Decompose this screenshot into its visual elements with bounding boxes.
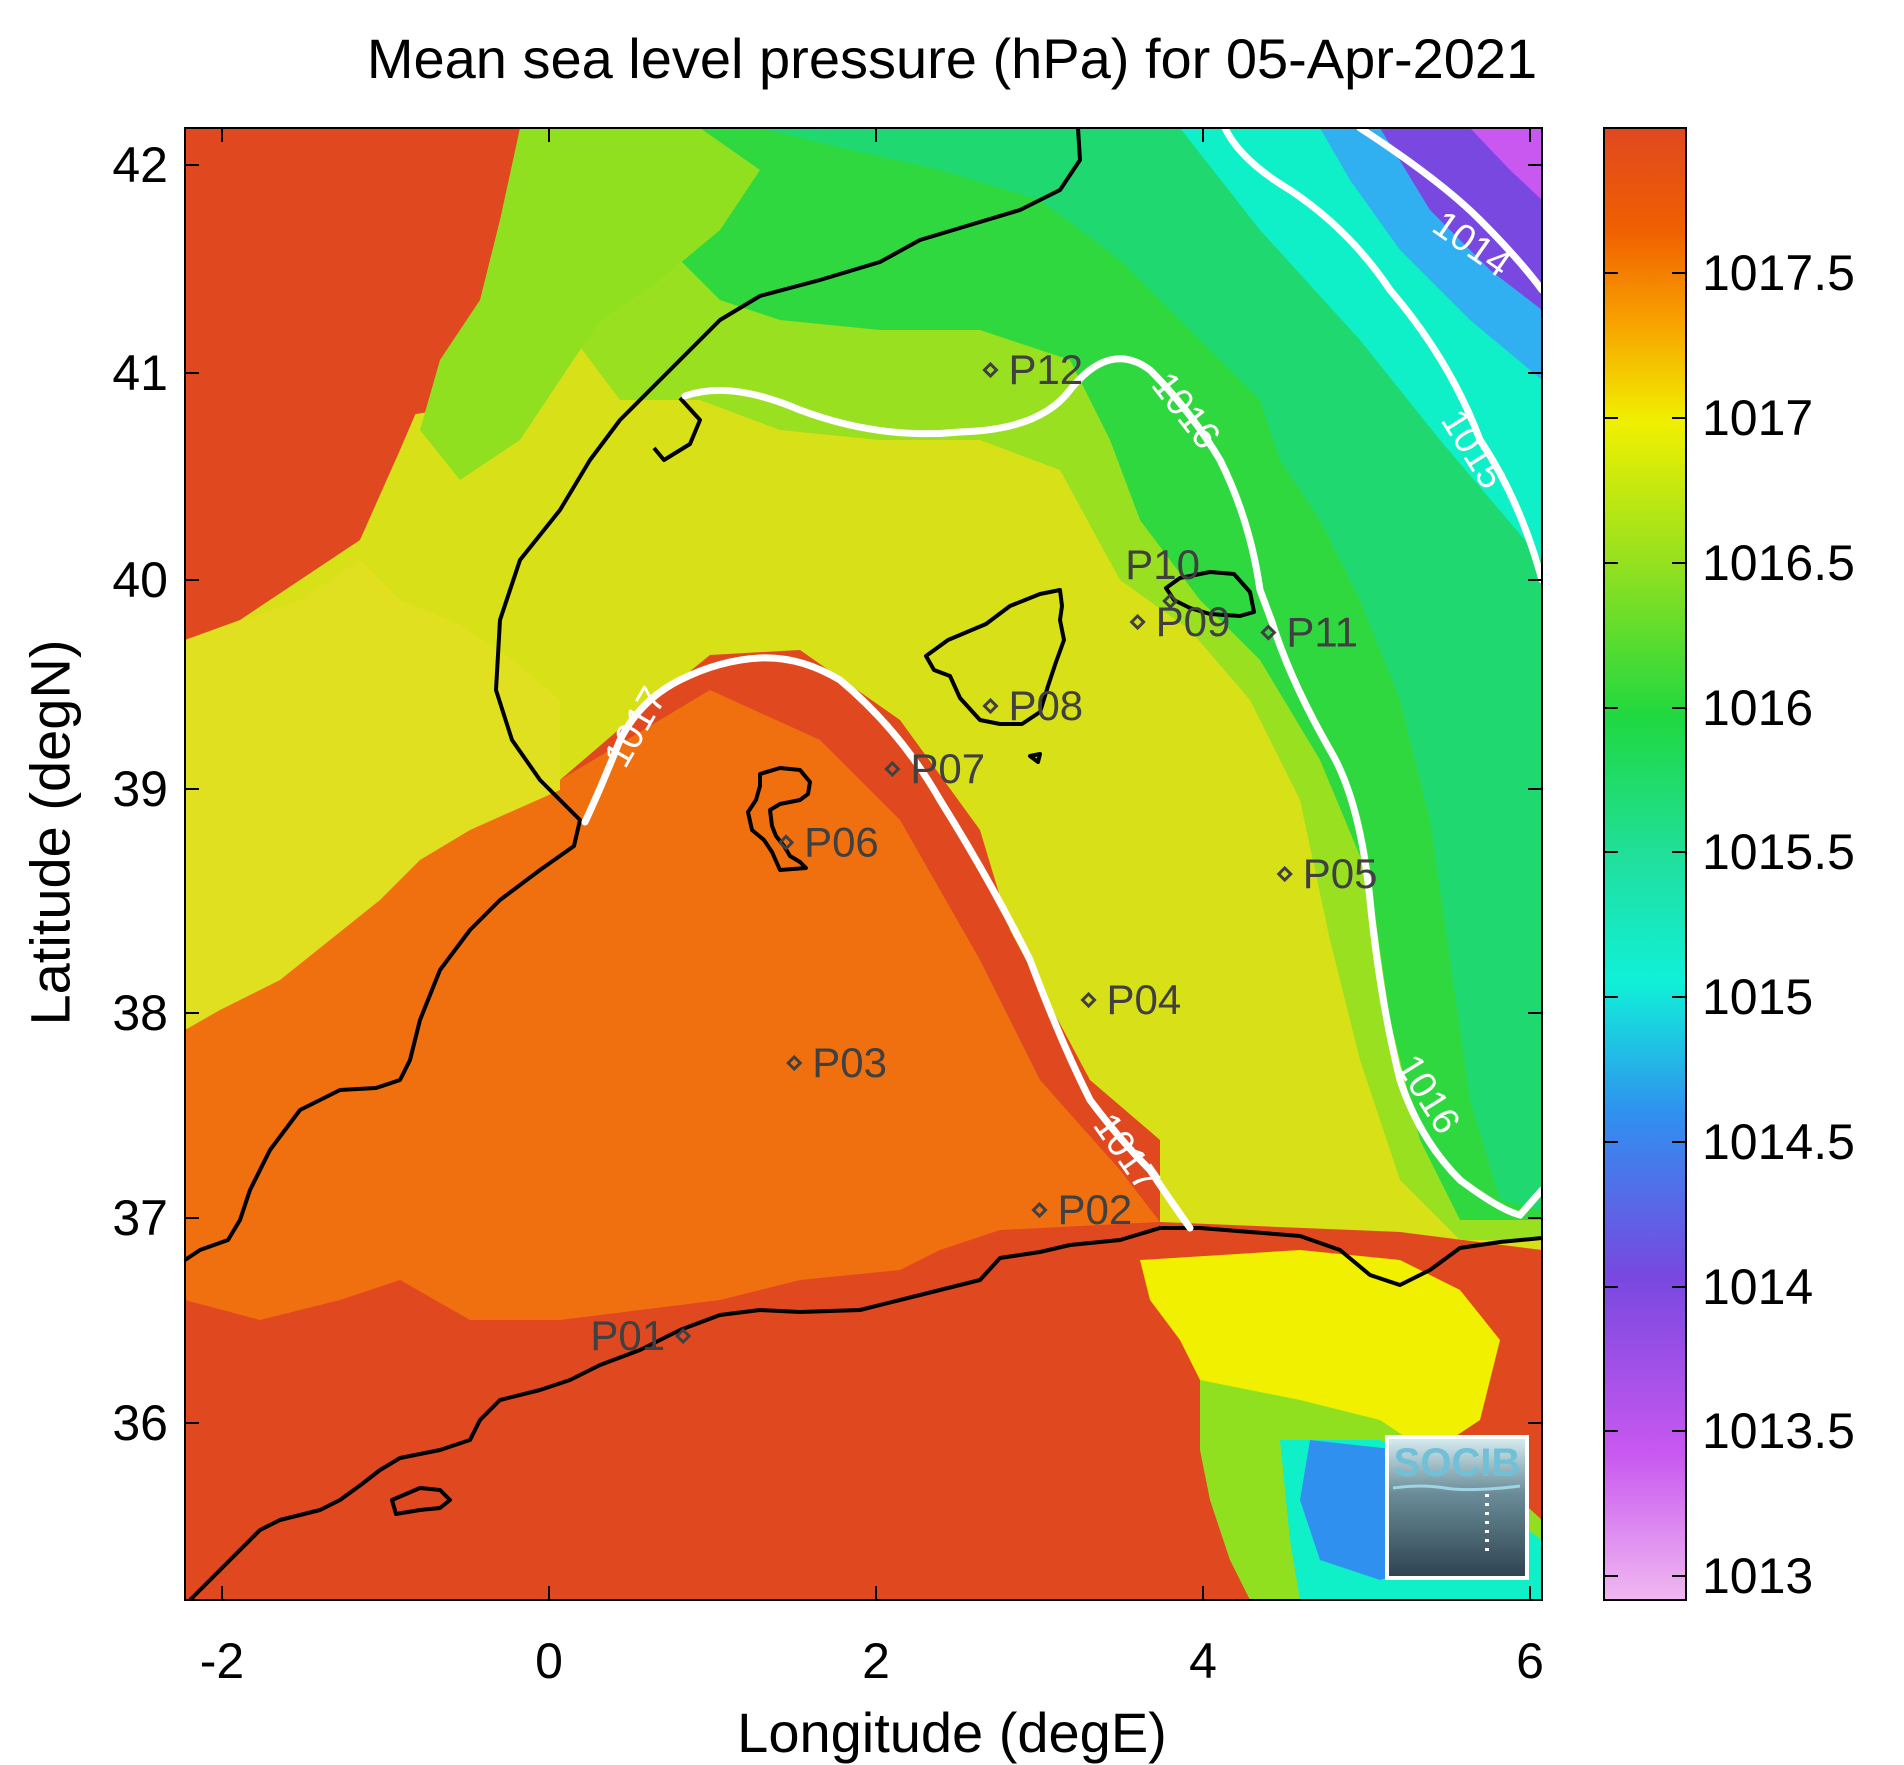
station-marker (884, 760, 901, 778)
colorbar-tick-label: 1013 (1702, 1548, 1814, 1604)
axis-tick-marks (185, 128, 1542, 1600)
colorbar-tick-label: 1014.5 (1702, 1114, 1855, 1170)
station-P02: P02 (1031, 1186, 1133, 1233)
station-label: P01 (590, 1312, 665, 1359)
coastlines (185, 128, 1542, 1600)
station-marker (1276, 865, 1293, 883)
colorbar-tick-label: 1017 (1702, 390, 1814, 446)
station-marker (1080, 991, 1097, 1009)
contour-1016-north (681, 355, 1542, 1219)
station-label: P02 (1058, 1186, 1133, 1233)
y-tick-label: 39 (112, 761, 168, 817)
colorbar-tick-label: 1015 (1702, 969, 1814, 1025)
chart-title: Mean sea level pressure (hPa) for 05-Apr… (366, 27, 1538, 90)
station-label: P03 (812, 1039, 887, 1086)
colorbar-tick-label: 1016 (1702, 680, 1814, 736)
plot-frame (184, 127, 1543, 1601)
station-marker (1162, 592, 1179, 610)
station-label: P08 (1008, 682, 1083, 729)
y-tick-label: 37 (112, 1190, 168, 1246)
x-axis-label: Longitude (degE) (737, 1701, 1167, 1764)
station-P01: P01 (590, 1312, 692, 1359)
y-tick-label: 38 (112, 985, 168, 1041)
station-label: P12 (1008, 346, 1083, 393)
station-P11: P11 (1260, 609, 1358, 656)
station-P10: P10 (1125, 541, 1200, 610)
x-tick-label: 6 (1516, 1633, 1544, 1689)
station-P06: P06 (777, 819, 879, 866)
contour-1017 (581, 654, 1194, 1232)
y-tick-label: 42 (112, 137, 168, 193)
colorbar-tick-label: 1013.5 (1702, 1403, 1855, 1459)
station-P08: P08 (982, 682, 1083, 729)
station-marker (786, 1054, 803, 1072)
x-tick-label: -2 (199, 1633, 245, 1689)
station-marker (982, 697, 999, 715)
x-tick-label: 2 (862, 1633, 890, 1689)
station-P04: P04 (1080, 976, 1182, 1023)
x-tick-label: 4 (1189, 1633, 1217, 1689)
station-label: P11 (1286, 609, 1358, 656)
station-marker (1031, 1201, 1048, 1219)
colorbar-tick-label: 1014 (1702, 1259, 1814, 1315)
y-axis-label: Latitude (degN) (18, 639, 82, 1026)
logo-text: SOCIB (1394, 1441, 1521, 1485)
colorbar-tick-label: 1015.5 (1702, 824, 1855, 880)
station-marker (777, 834, 795, 851)
y-tick-label: 40 (112, 552, 168, 608)
station-P03: P03 (786, 1039, 887, 1086)
station-label: P10 (1125, 541, 1200, 588)
socib-logo: SOCIB (1385, 1435, 1529, 1580)
y-tick-label: 36 (112, 1395, 168, 1451)
station-marker (982, 361, 999, 379)
station-marker (1129, 613, 1146, 631)
station-P07: P07 (884, 745, 985, 792)
station-label: P05 (1303, 850, 1378, 897)
colorbar (1603, 127, 1687, 1601)
pressure-field (185, 128, 1542, 1600)
station-label: P04 (1107, 976, 1182, 1023)
y-tick-label: 41 (112, 345, 168, 401)
contour-1015 (1221, 128, 1542, 584)
colorbar-tick-label: 1016.5 (1702, 535, 1855, 591)
station-P05: P05 (1276, 850, 1378, 897)
station-label: P06 (804, 819, 879, 866)
station-P12: P12 (982, 346, 1083, 393)
station-label: P07 (910, 745, 985, 792)
x-tick-label: 0 (535, 1633, 563, 1689)
station-marker (674, 1327, 692, 1345)
contour-lines (581, 128, 1542, 1232)
station-marker (1260, 624, 1277, 641)
contour-1014 (1356, 128, 1542, 294)
colorbar-tick-label: 1017.5 (1702, 245, 1855, 301)
